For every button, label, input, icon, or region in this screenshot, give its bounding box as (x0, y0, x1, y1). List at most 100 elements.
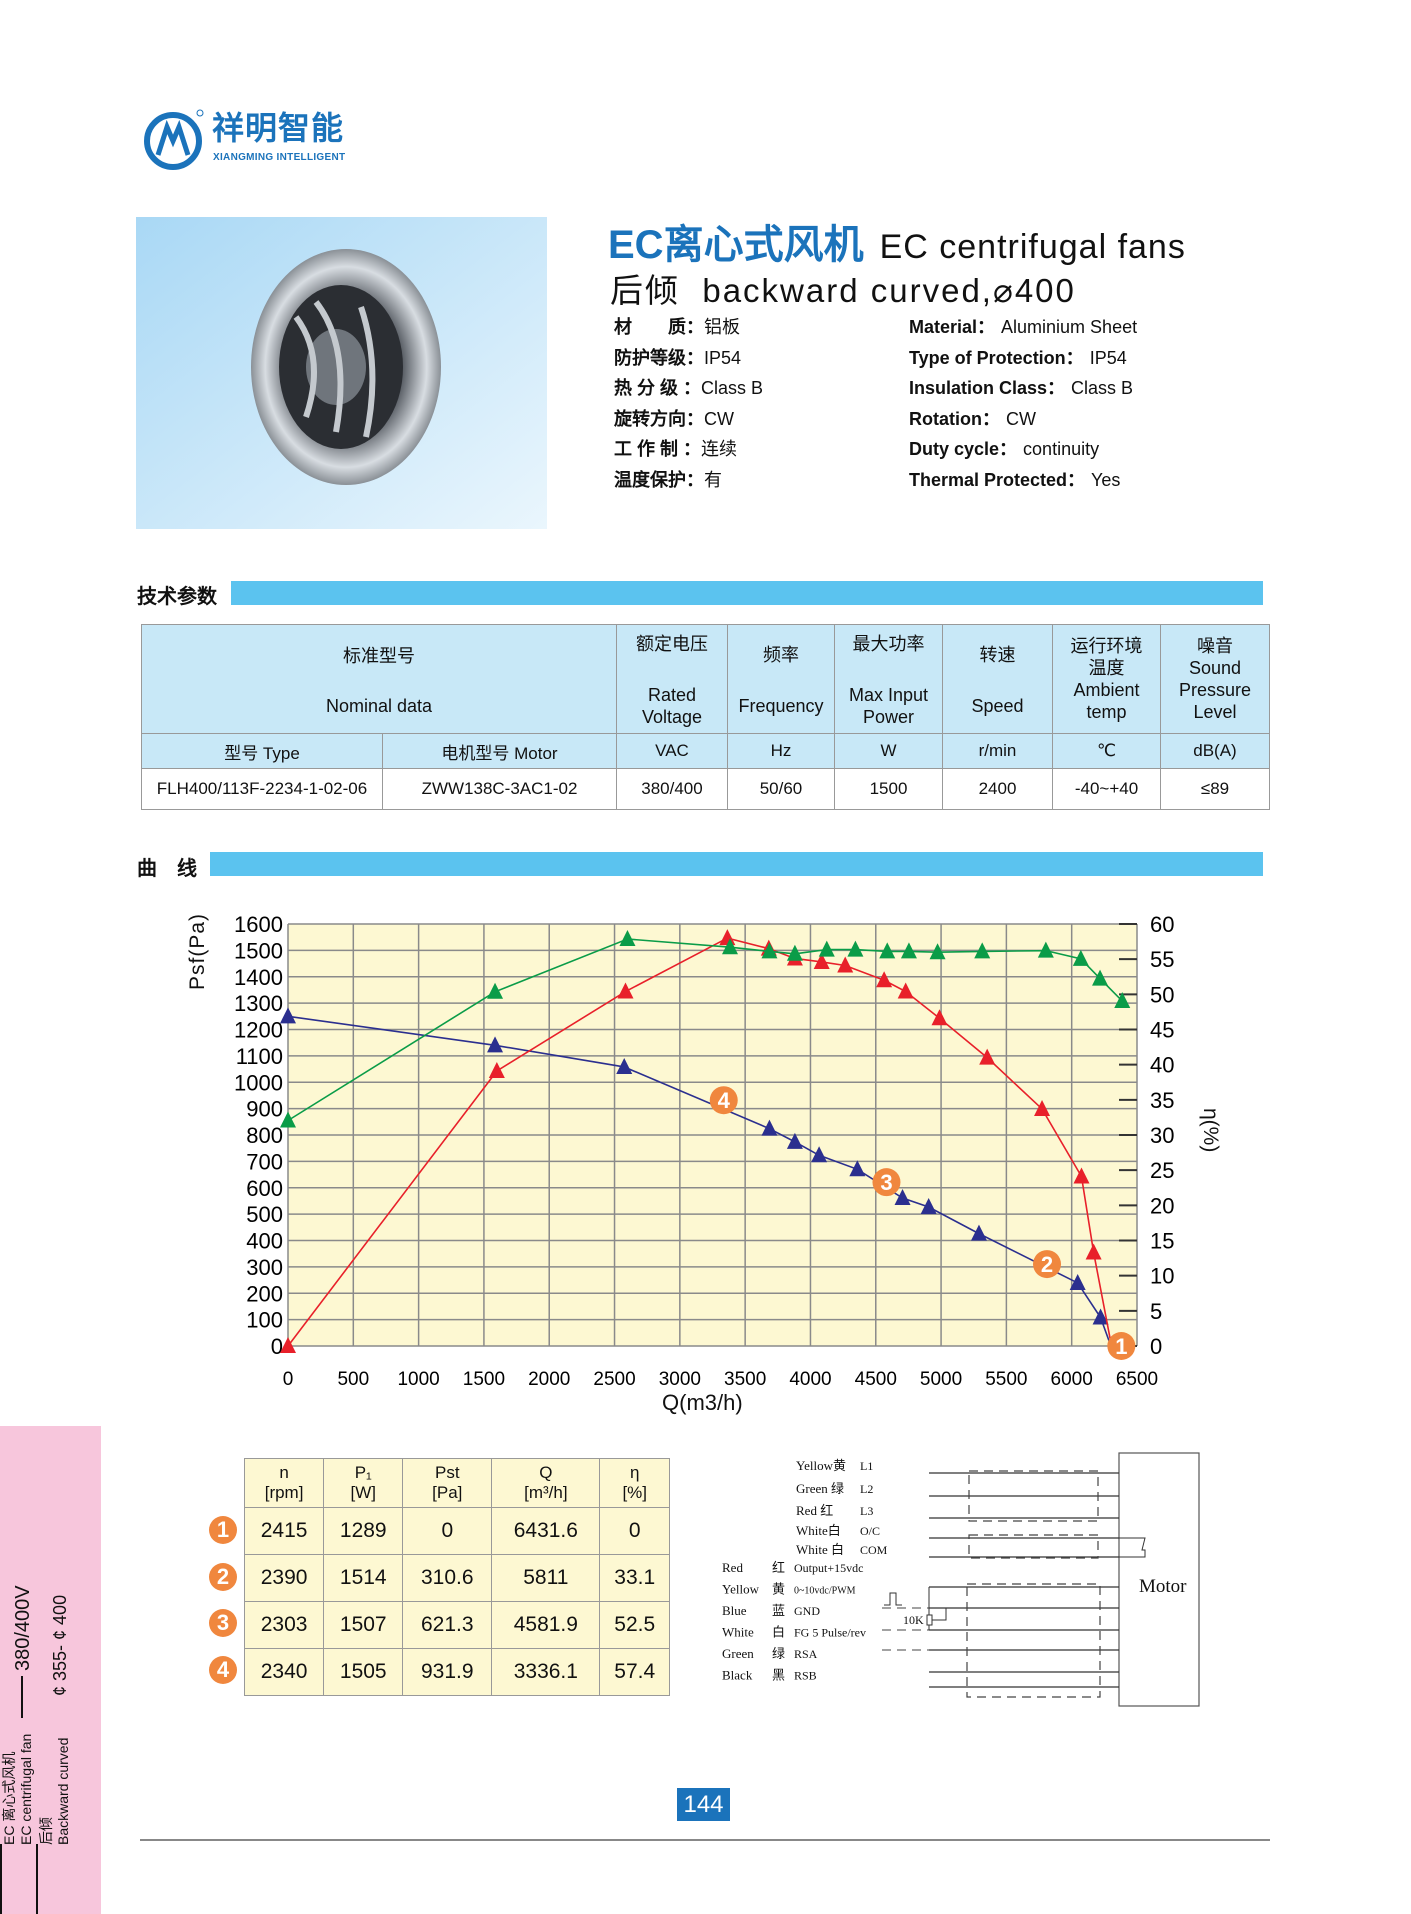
data-point-marker (837, 956, 854, 973)
perf-cell: 2340 (243, 1648, 325, 1696)
perf-cell: 2415 (243, 1507, 325, 1555)
section-tech-label: 技术参数 (137, 586, 217, 608)
x-tick-label: 2500 (593, 1369, 635, 1390)
title-cn: EC离心式风机 (608, 223, 864, 267)
data-point-marker (900, 942, 917, 959)
nominal-header: 标准型号 Nominal data (141, 624, 617, 734)
wire-signal-label: Output+15vdc (794, 1561, 863, 1575)
data-point-marker (617, 982, 634, 999)
spec-row: 工 作 制 ：连续 (614, 434, 763, 465)
resistor-icon (926, 1614, 933, 1626)
wire-signal-label: L1 (860, 1459, 873, 1473)
col-header: 最大功率 Max Input Power (834, 624, 943, 734)
spec-value: 有 (704, 469, 722, 490)
section-divider (210, 852, 1263, 876)
y2-tick-label: 30 (1150, 1123, 1174, 1148)
spec-value: IP54 (704, 347, 742, 368)
y-tick-label: 300 (246, 1255, 283, 1280)
perf-header-unit: [W] (350, 1483, 377, 1502)
y-tick-label: 700 (246, 1149, 283, 1174)
data-point-marker (280, 1111, 296, 1128)
data-point-marker (280, 1337, 296, 1353)
data-point-marker (931, 1009, 948, 1026)
operating-point-badge: 1 (209, 1516, 237, 1544)
x-tick-label: 500 (337, 1369, 369, 1390)
perf-cell: 621.3 (402, 1601, 493, 1649)
wire-color-label: White (722, 1625, 754, 1640)
perf-header: n [rpm] (243, 1458, 325, 1508)
side-tab: EC 离心式风机 EC centrifugal fan 后倾 Backward … (0, 1426, 101, 1914)
dashed-enclosure (968, 1470, 1099, 1522)
data-point-marker (929, 943, 946, 960)
subtitle: 后倾 backward curved,⌀400 (610, 264, 1076, 312)
data-point-marker (761, 942, 778, 959)
spec-label: 旋转方向： (614, 408, 704, 429)
spec-row: Thermal Protected： Yes (909, 465, 1137, 496)
title-en: EC centrifugal fans (879, 228, 1186, 266)
perf-header-unit: [rpm] (264, 1483, 304, 1502)
spec-row: 热 分 级 ：Class B (614, 373, 763, 404)
perf-cell: 0 (599, 1507, 670, 1555)
y-tick-label: 0 (271, 1334, 283, 1359)
value: -40~+40 (1052, 768, 1161, 810)
subtitle-cn: 后倾 (610, 272, 680, 309)
wire-color-cn: 黄 (772, 1582, 785, 1597)
wire-color-label: White白 (796, 1523, 841, 1538)
performance-table: n [rpm] P₁ [W] Pst [Pa] Q [m³/h] η [%] 2415 1289 0 64… (243, 1458, 670, 1696)
footer-divider (140, 1839, 1270, 1841)
col-en: Frequency (738, 696, 824, 716)
y-tick-label: 1600 (234, 912, 283, 937)
operating-point-marker (1033, 1250, 1062, 1279)
perf-cell: 2390 (243, 1554, 325, 1602)
spec-table: 标准型号 Nominal data 额定电压 Rated Voltage 频率 Fre… (141, 624, 1270, 810)
perf-row: 2303 1507 621.3 4581.9 52.5 (243, 1601, 670, 1649)
nominal-en: Nominal data (325, 695, 433, 716)
wire-color-label: Blue (722, 1603, 747, 1618)
perf-cell: 1514 (323, 1554, 404, 1602)
perf-header: Pst [Pa] (402, 1458, 493, 1508)
nominal-cn: 标准型号 (343, 645, 415, 666)
operating-point-label: 1 (1115, 1334, 1127, 1359)
spec-row: Material： Aluminium Sheet (909, 312, 1137, 343)
col-header: 频率 Frequency (727, 624, 835, 734)
col-header: 额定电压 Rated Voltage (616, 624, 728, 734)
data-point-marker (970, 1224, 987, 1241)
perf-cell: 57.4 (599, 1648, 670, 1696)
data-point-marker (1069, 1273, 1086, 1290)
spec-label: Duty cycle： (909, 439, 1018, 459)
side-rule (36, 1844, 38, 1914)
data-point-marker (761, 1119, 778, 1136)
unit: dB(A) (1160, 733, 1270, 769)
y2-tick-label: 35 (1150, 1088, 1174, 1113)
data-point-marker (1085, 1243, 1102, 1260)
perf-cell: 2303 (243, 1601, 325, 1649)
perf-cell: 5811 (491, 1554, 601, 1602)
col-en: Sound Pressure Level (1178, 658, 1252, 722)
perf-cell: 33.1 (599, 1554, 670, 1602)
y-tick-label: 800 (246, 1123, 283, 1148)
section-curve-label: 曲 线 (137, 858, 197, 880)
resistor-lead (932, 1608, 947, 1621)
side-line4: Backward curved (55, 1737, 71, 1845)
wire-signal-label: L2 (860, 1482, 873, 1496)
x-axis-label: Q(m3/h) (662, 1390, 743, 1415)
fan-product-image (136, 217, 547, 529)
wire-color-label: Black (722, 1668, 753, 1683)
spec-value: 铝板 (704, 317, 740, 337)
col-en: Rated Voltage (641, 685, 703, 727)
side-voltage: 380/400V (12, 1585, 34, 1671)
data-point-marker (879, 942, 896, 959)
data-point-marker (1114, 992, 1131, 1009)
data-point-marker (487, 1036, 504, 1053)
y2-tick-label: 15 (1150, 1229, 1174, 1254)
wire-color-label: Red 红 (796, 1503, 833, 1518)
y-tick-label: 1100 (236, 1044, 283, 1069)
col-cn: 运行环境温度 (1070, 636, 1143, 678)
y-tick-label: 1000 (234, 1070, 283, 1095)
motor-label: 电机型号 Motor (382, 733, 617, 769)
series-line (287, 938, 1123, 1122)
y-tick-label: 400 (246, 1229, 283, 1254)
spec-row: 旋转方向：CW (614, 404, 763, 435)
wire-signal-label: 0~10vdc/PWM (794, 1586, 856, 1597)
data-point-marker (811, 1146, 828, 1163)
